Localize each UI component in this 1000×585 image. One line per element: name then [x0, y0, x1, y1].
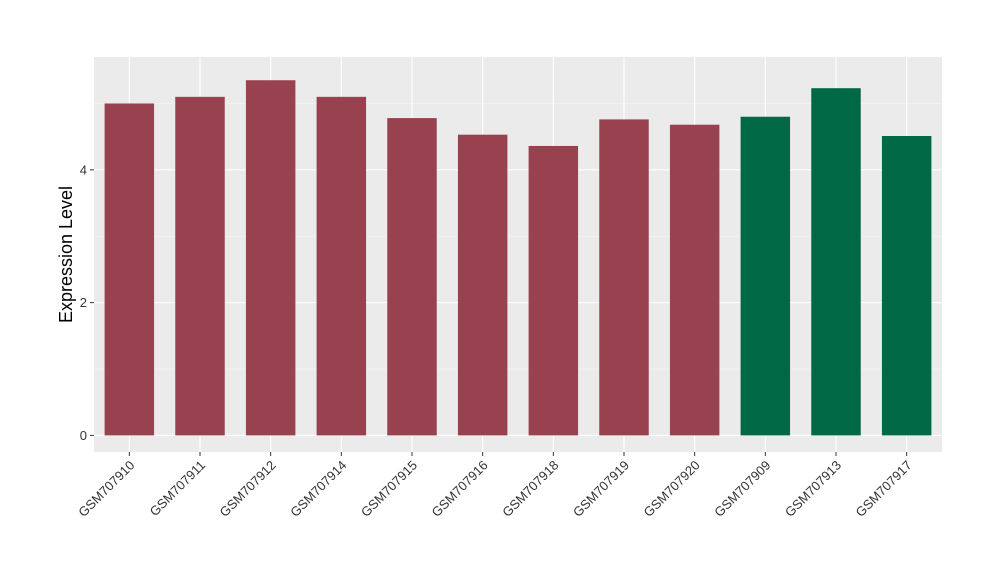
x-tick-label: GSM707920: [641, 458, 703, 520]
x-tick-label: GSM707916: [429, 458, 491, 520]
bar-GSM707918: [528, 145, 579, 436]
bar-GSM707916: [457, 134, 508, 436]
bar-GSM707919: [599, 119, 649, 436]
bar-GSM707910: [104, 103, 155, 436]
bars: [104, 80, 932, 436]
y-axis-title: Expression Level: [56, 186, 76, 323]
x-tick-label: GSM707919: [570, 458, 632, 520]
bar-GSM707912: [245, 80, 296, 436]
bar-GSM707920: [669, 124, 720, 436]
bar-GSM707917: [881, 136, 932, 436]
x-tick-label: GSM707913: [782, 458, 844, 520]
bar-GSM707911: [175, 96, 225, 436]
bar-GSM707915: [387, 118, 437, 436]
bar-GSM707909: [740, 116, 791, 436]
x-tick-label: GSM707918: [499, 458, 561, 520]
bar-GSM707914: [316, 96, 367, 436]
y-axis: 0 2 4: [80, 162, 94, 443]
x-tick-label: GSM707909: [711, 458, 773, 520]
x-tick-label: GSM707910: [75, 458, 137, 520]
y-tick-label: 4: [80, 162, 87, 177]
x-tick-label: GSM707917: [853, 458, 915, 520]
x-tick-label: GSM707912: [217, 458, 279, 520]
x-axis: GSM707910 GSM707911 GSM707912 GSM707914 GSM7…: [75, 452, 915, 520]
y-tick-label: 0: [80, 428, 87, 443]
x-tick-label: GSM707911: [147, 458, 209, 520]
y-tick-label: 2: [80, 295, 87, 310]
plot-panel: [94, 57, 942, 452]
x-tick-label: GSM707915: [358, 458, 420, 520]
x-tick-label: GSM707914: [287, 458, 349, 520]
bar-GSM707913: [811, 88, 861, 436]
